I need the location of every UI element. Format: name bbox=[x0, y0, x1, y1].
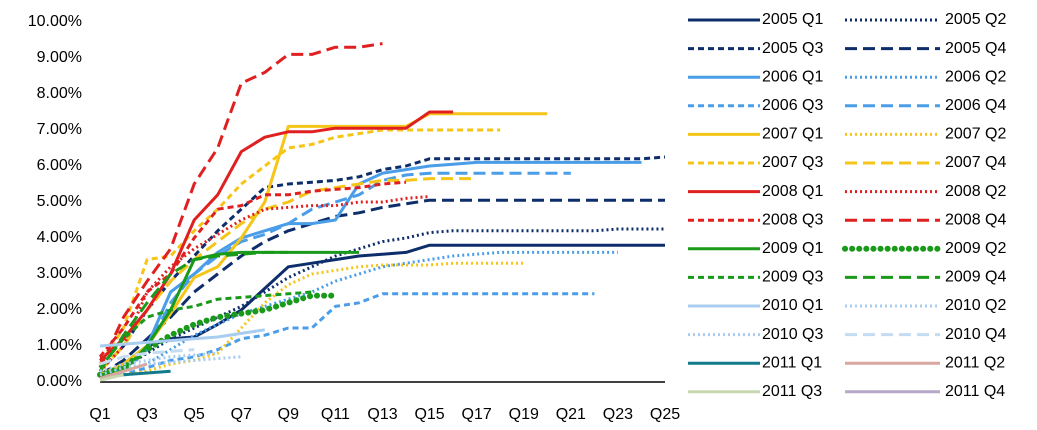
series-line bbox=[98, 42, 383, 370]
y-tick-label: 7.00% bbox=[37, 121, 82, 138]
y-tick-label: 0.00% bbox=[37, 373, 82, 390]
y-tick-label: 10.00% bbox=[28, 13, 82, 30]
legend-label: 2008 Q2 bbox=[945, 183, 1006, 200]
legend-label: 2005 Q2 bbox=[945, 11, 1006, 28]
series-line bbox=[98, 110, 454, 362]
legend-label: 2008 Q1 bbox=[762, 183, 823, 200]
x-tick-label: Q1 bbox=[89, 406, 110, 423]
legend-label: 2009 Q3 bbox=[762, 269, 823, 286]
legend-label: 2009 Q4 bbox=[945, 269, 1006, 286]
series-line bbox=[98, 261, 524, 380]
y-tick-label: 6.00% bbox=[37, 157, 82, 174]
series-line bbox=[98, 250, 618, 377]
legend-label: 2011 Q2 bbox=[945, 354, 1005, 371]
y-tick-label: 8.00% bbox=[37, 85, 82, 102]
x-tick-label: Q25 bbox=[650, 406, 680, 423]
x-tick-label: Q15 bbox=[414, 406, 444, 423]
x-tick-label: Q7 bbox=[231, 406, 252, 423]
legend-label: 2007 Q2 bbox=[945, 126, 1006, 143]
x-tick-label: Q11 bbox=[321, 406, 350, 423]
y-tick-label: 1.00% bbox=[37, 337, 82, 354]
x-tick-label: Q23 bbox=[603, 406, 633, 423]
legend-label: 2011 Q1 bbox=[762, 354, 822, 371]
legend-label: 2006 Q4 bbox=[945, 97, 1006, 114]
x-tick-label: Q9 bbox=[278, 406, 299, 423]
legend-label: 2006 Q1 bbox=[762, 68, 823, 85]
legend-label: 2011 Q4 bbox=[945, 383, 1005, 400]
legend-label: 2009 Q2 bbox=[945, 240, 1006, 257]
series-line bbox=[98, 243, 665, 380]
legend-label: 2010 Q2 bbox=[945, 297, 1006, 314]
series-line bbox=[98, 328, 266, 348]
x-tick-label: Q17 bbox=[462, 406, 492, 423]
x-tick-label: Q3 bbox=[136, 406, 157, 423]
legend-label: 2007 Q4 bbox=[945, 154, 1006, 171]
series-line bbox=[98, 155, 666, 373]
legend-label: 2009 Q1 bbox=[762, 240, 823, 257]
legend-label: 2007 Q1 bbox=[762, 126, 823, 143]
series-line bbox=[98, 351, 218, 373]
legend-label: 2005 Q3 bbox=[762, 40, 823, 57]
legend-label: 2011 Q3 bbox=[762, 383, 822, 400]
series-line bbox=[98, 292, 595, 380]
legend-label: 2010 Q4 bbox=[945, 326, 1006, 343]
y-tick-label: 2.00% bbox=[37, 301, 82, 318]
series-line bbox=[98, 250, 289, 373]
legend-label: 2005 Q1 bbox=[762, 11, 823, 28]
legend-label: 2005 Q4 bbox=[945, 40, 1006, 57]
legend-label: 2008 Q3 bbox=[762, 211, 823, 228]
series-line bbox=[98, 128, 501, 366]
series-line bbox=[98, 373, 124, 382]
legend-label: 2008 Q4 bbox=[945, 211, 1006, 228]
series-line bbox=[98, 180, 407, 359]
x-tick-label: Q13 bbox=[367, 406, 397, 423]
series-line bbox=[98, 348, 195, 366]
x-tick-label: Q19 bbox=[509, 406, 539, 423]
series-line bbox=[98, 227, 665, 380]
series-line bbox=[98, 198, 665, 377]
y-tick-label: 9.00% bbox=[37, 49, 82, 66]
series-line bbox=[98, 355, 242, 377]
legend-label: 2010 Q3 bbox=[762, 326, 823, 343]
x-tick-label: Q21 bbox=[556, 406, 586, 423]
series-line bbox=[98, 195, 430, 373]
y-tick-label: 3.00% bbox=[37, 265, 82, 282]
y-tick-label: 5.00% bbox=[37, 193, 82, 210]
series-line bbox=[98, 177, 477, 373]
legend-label: 2006 Q2 bbox=[945, 68, 1006, 85]
legend-label: 2010 Q1 bbox=[762, 297, 823, 314]
legend-label: 2007 Q3 bbox=[762, 154, 823, 171]
x-tick-label: Q5 bbox=[183, 406, 204, 423]
y-tick-label: 4.00% bbox=[37, 229, 82, 246]
legend-label: 2006 Q3 bbox=[762, 97, 823, 114]
